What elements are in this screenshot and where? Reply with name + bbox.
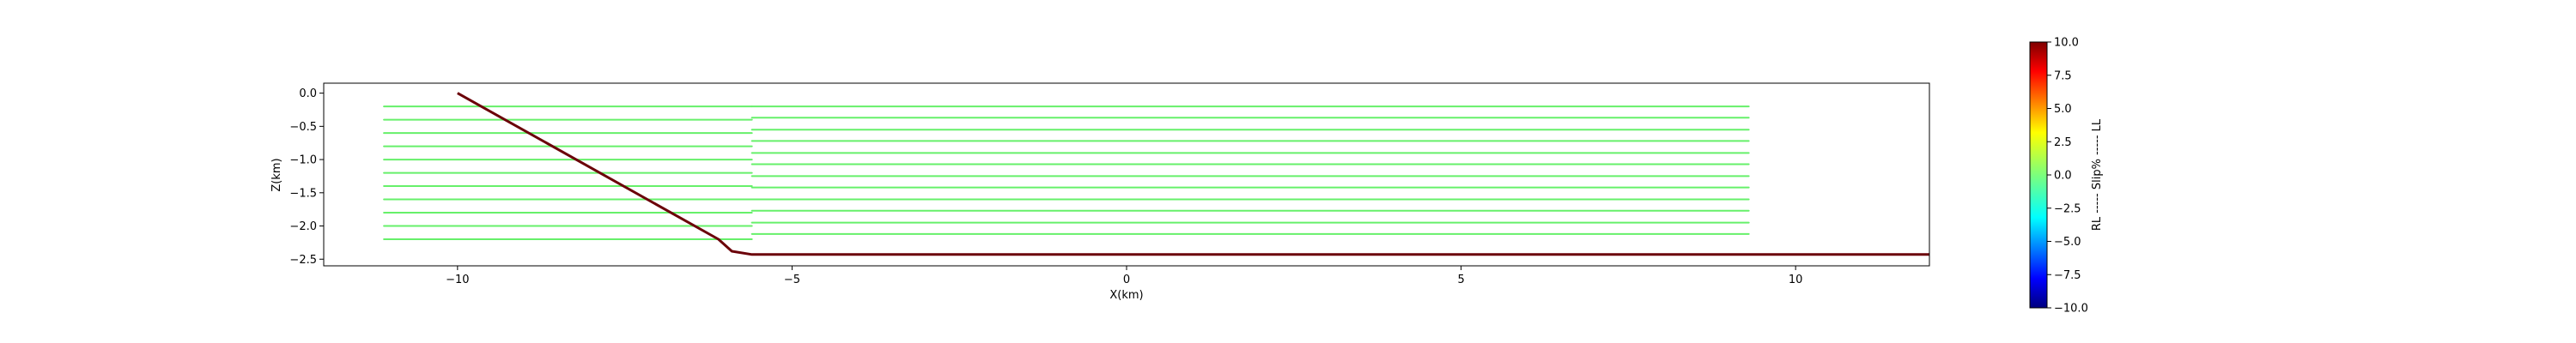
y-tick-label: −1.5 bbox=[289, 187, 317, 200]
colorbar-tick-label: 7.5 bbox=[2054, 69, 2072, 82]
x-tick-label: 5 bbox=[1457, 274, 1464, 286]
y-tick-label: −1.0 bbox=[289, 154, 317, 167]
fault-trace bbox=[457, 92, 1929, 256]
colorbar-tick-label: −2.5 bbox=[2054, 202, 2081, 215]
y-tick-label: 0.0 bbox=[299, 87, 317, 100]
x-tick-label: −5 bbox=[784, 274, 800, 286]
fault-layer bbox=[457, 92, 1929, 256]
colorbar-label: RL ----- Slip% ----- LL bbox=[2091, 118, 2104, 231]
colorbar: 10.0 7.5 5.0 2.5 0.0 −2.5 −5.0 −7.5 −10.0 RL ---… bbox=[2029, 37, 2104, 316]
colorbar-tick-label: −10.0 bbox=[2054, 303, 2088, 316]
colorbar-ticks: 10.0 7.5 5.0 2.5 0.0 −2.5 −5.0 −7.5 −10.0 bbox=[2047, 37, 2088, 316]
x-axis-label: X(km) bbox=[1109, 289, 1143, 302]
colorbar-tick-label: 10.0 bbox=[2054, 37, 2079, 50]
colorbar-gradient bbox=[2029, 41, 2048, 309]
x-tick-label: 0 bbox=[1123, 274, 1130, 286]
streamlines bbox=[383, 105, 1750, 241]
y-axis: 0.0 −0.5 −1.0 −1.5 −2.0 −2.5 bbox=[289, 87, 324, 267]
x-tick-label: −10 bbox=[446, 274, 469, 286]
y-axis-label: Z(km) bbox=[270, 158, 283, 191]
colorbar-tick-label: −7.5 bbox=[2054, 269, 2081, 282]
x-tick-label: 10 bbox=[1789, 274, 1803, 286]
colorbar-tick-label: 2.5 bbox=[2054, 136, 2072, 149]
colorbar-tick-label: 0.0 bbox=[2054, 170, 2072, 183]
y-tick-label: −0.5 bbox=[289, 121, 317, 134]
y-tick-label: −2.0 bbox=[289, 220, 317, 233]
plot-area bbox=[323, 82, 1930, 267]
colorbar-tick-label: −5.0 bbox=[2054, 236, 2081, 249]
y-tick-label: −2.5 bbox=[289, 254, 317, 267]
x-axis: −10 −5 0 5 10 bbox=[446, 266, 1802, 286]
colorbar-tick-label: 5.0 bbox=[2054, 103, 2072, 116]
